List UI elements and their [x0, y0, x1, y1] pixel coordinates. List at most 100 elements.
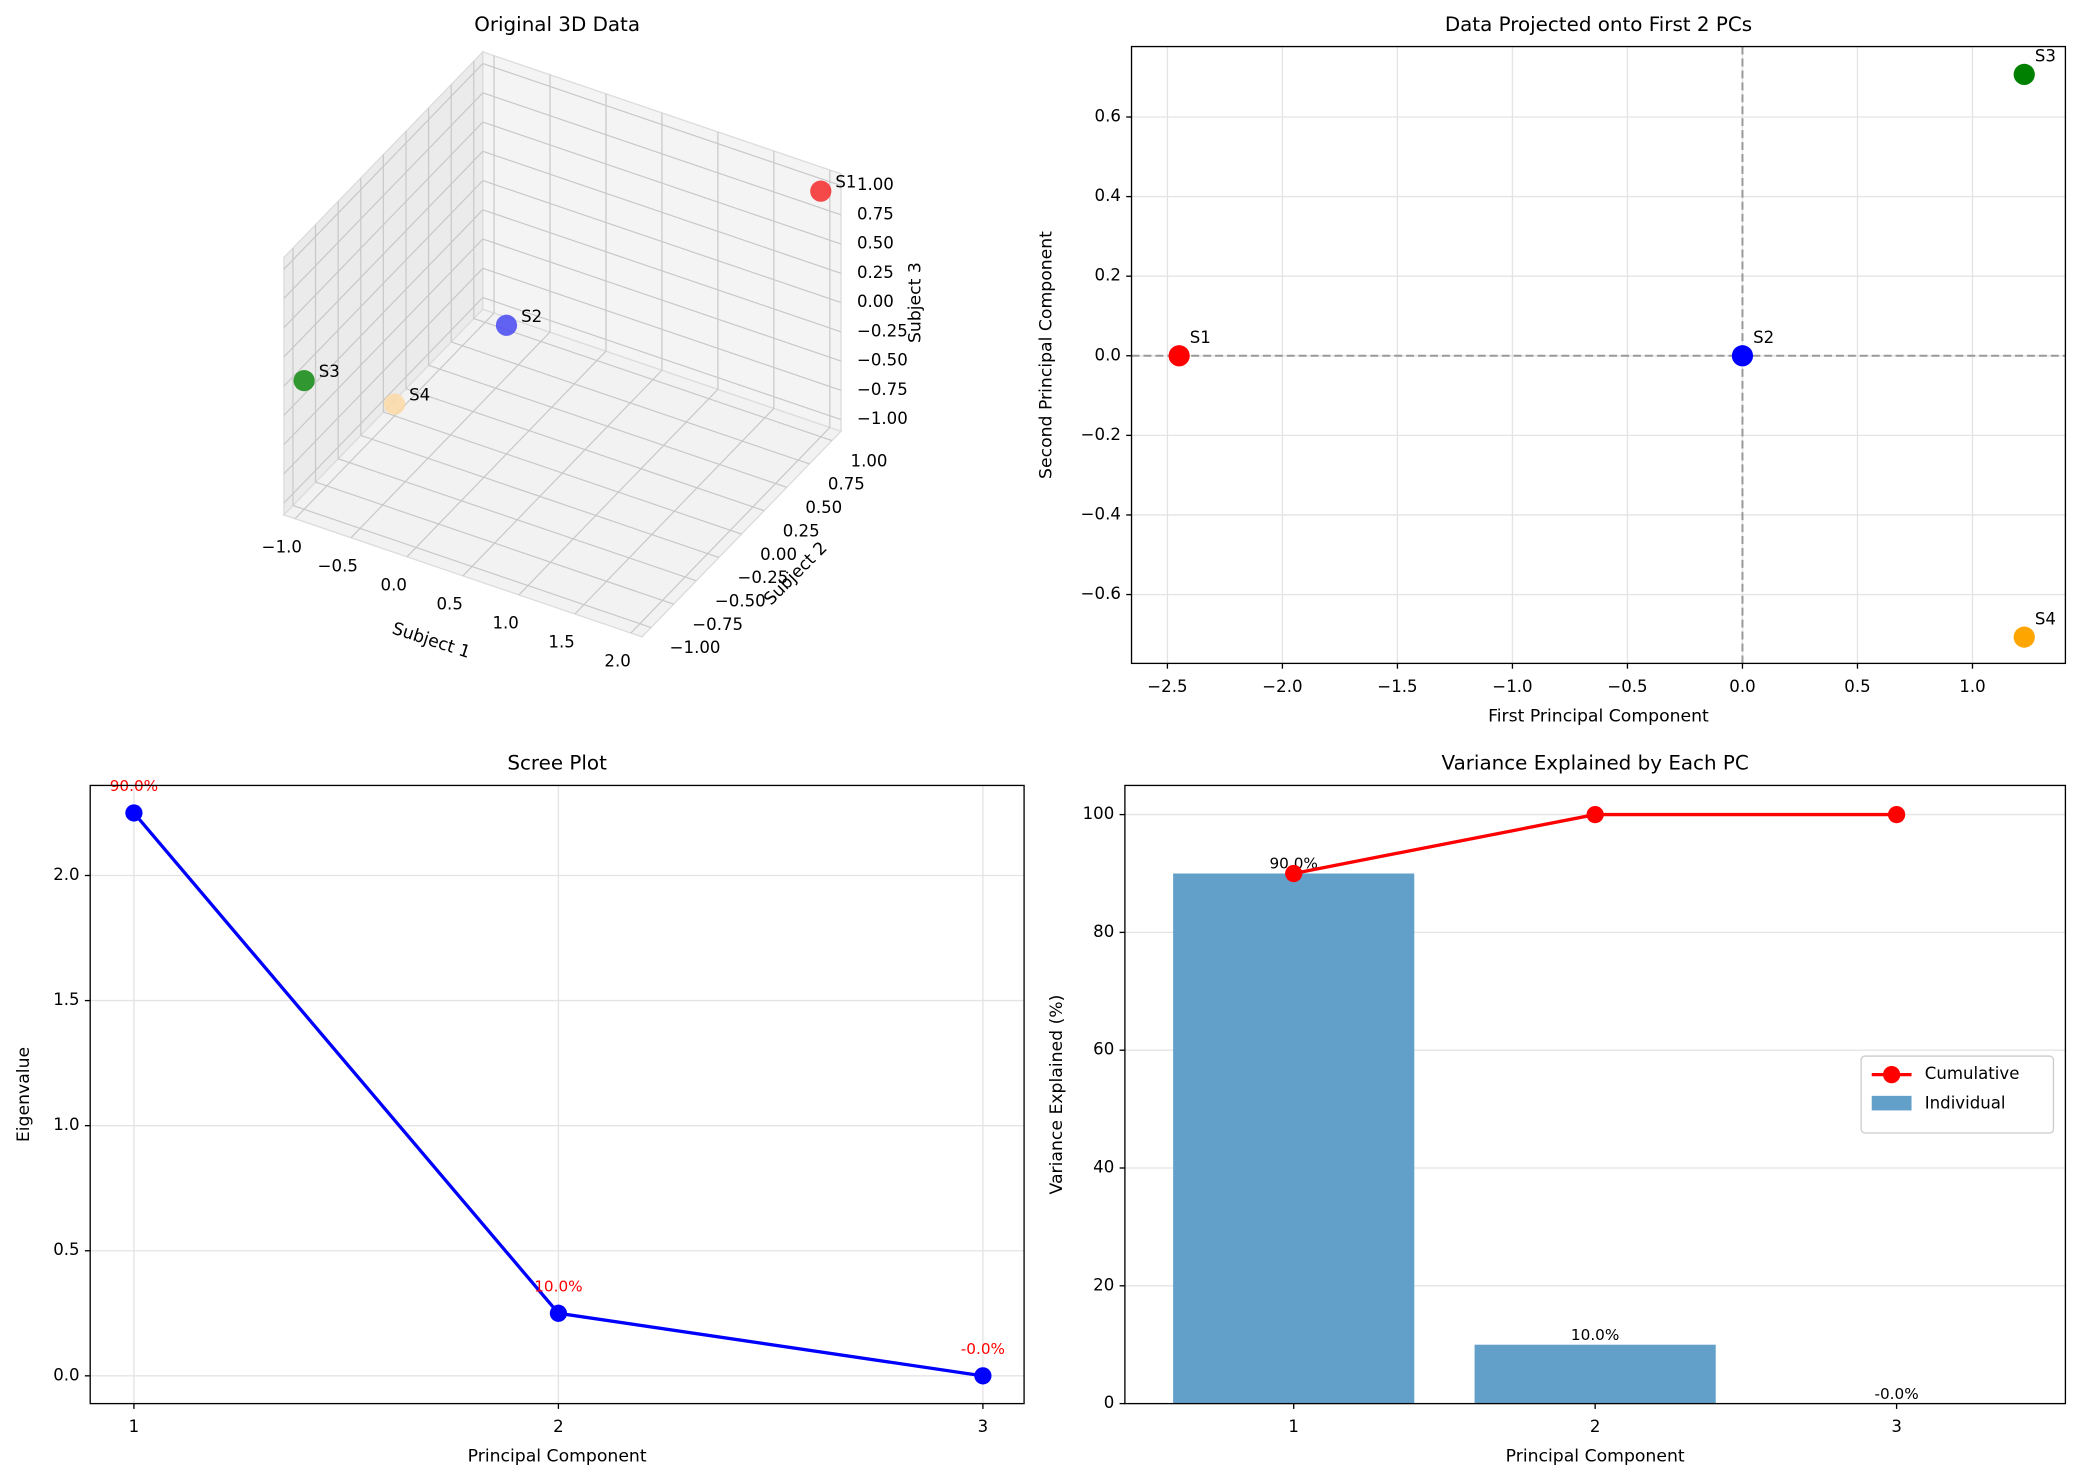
grid-line — [283, 92, 484, 299]
legend-marker — [1883, 1066, 1901, 1084]
z-tick-label: 0.50 — [857, 234, 894, 253]
point — [383, 393, 406, 415]
z-tick-label: −1.00 — [857, 409, 908, 428]
y-tick-label: −0.25 — [737, 568, 788, 587]
plot-frame — [1124, 784, 2067, 1405]
point-label: S2 — [1753, 328, 1774, 347]
bar — [1474, 1344, 1716, 1404]
x-tick-label: 0.5 — [1844, 677, 1870, 696]
point-label: S2 — [521, 307, 542, 326]
y-tick-label: 40 — [1093, 1157, 1114, 1176]
grid-line — [482, 150, 842, 274]
x-tick-label: −0.5 — [1607, 677, 1647, 696]
grid-line — [360, 434, 720, 558]
grid-line — [428, 364, 787, 488]
y-tick-label: 80 — [1093, 922, 1114, 941]
chart-title: Scree Plot — [507, 752, 607, 775]
x-tick-label: 1.5 — [548, 633, 574, 652]
y-tick-label: 0.4 — [1095, 186, 1121, 205]
percent-label: -0.0% — [961, 1340, 1005, 1358]
y-tick-label: −1.00 — [670, 638, 721, 657]
x-tick-label: 1.0 — [492, 614, 518, 633]
grid-line — [283, 180, 484, 387]
x-axis-label: Principal Component — [468, 1447, 647, 1467]
z-tick-label: −0.75 — [857, 380, 908, 399]
point — [2013, 63, 2035, 86]
y-tick-label: 0.00 — [760, 545, 797, 564]
marker — [974, 1367, 992, 1385]
grid-line — [405, 388, 765, 512]
x-tick-label: 0.0 — [381, 575, 407, 594]
point — [1168, 345, 1190, 367]
grid-line — [383, 411, 742, 535]
grid-line — [283, 267, 484, 475]
chart-title: Variance Explained by Each PC — [1442, 752, 1749, 775]
x-tick-label: −1.0 — [262, 537, 302, 556]
point — [2013, 626, 2035, 648]
point-label: S4 — [409, 386, 430, 405]
x-tick-label: 1.0 — [1959, 677, 1985, 696]
z-tick-label: 0.75 — [857, 204, 894, 223]
z-axis-label: Subject 3 — [905, 262, 925, 343]
z-tick-label: −0.25 — [857, 321, 908, 340]
bar-value-label: 90.0% — [1269, 855, 1317, 873]
grid-line — [283, 121, 484, 329]
y-tick-label: 0.2 — [1095, 266, 1121, 285]
grid-line — [292, 504, 652, 629]
y-tick-label: 0 — [1104, 1393, 1115, 1412]
z-tick-label: 0.00 — [857, 292, 894, 311]
x-axis-label: Principal Component — [1506, 1447, 1685, 1467]
grid-line — [283, 238, 484, 446]
x-tick-label: 3 — [978, 1417, 989, 1436]
chart-title: Data Projected onto First 2 PCs — [1445, 13, 1752, 36]
y-axis-label: Variance Explained (%) — [1047, 995, 1067, 1195]
y-axis-label: Second Principal Component — [1037, 231, 1057, 479]
grid-line — [482, 209, 842, 333]
x-tick-label: 3 — [1891, 1417, 1902, 1436]
grid-line — [482, 296, 842, 421]
grid-line — [482, 179, 842, 304]
percent-label: 10.0% — [534, 1277, 582, 1295]
point — [1731, 345, 1754, 367]
y-tick-label: −0.4 — [1081, 504, 1121, 523]
x-tick-label: 2.0 — [604, 652, 630, 671]
point — [810, 180, 832, 202]
legend-label: Cumulative — [1925, 1064, 2020, 1083]
x-tick-label: 2 — [553, 1417, 564, 1436]
grid-line — [283, 209, 484, 416]
y-tick-label: −0.50 — [715, 592, 766, 611]
z-tick-label: 1.00 — [857, 175, 894, 194]
grid-line — [482, 62, 842, 187]
x-tick-label: 0.5 — [437, 595, 463, 614]
point-label: S3 — [319, 362, 340, 381]
x-axis-label: First Principal Component — [1488, 706, 1709, 726]
bar-value-label: -0.0% — [1874, 1385, 1918, 1403]
y-tick-label: 2.0 — [53, 865, 79, 884]
y-tick-label: 100 — [1083, 804, 1115, 823]
x-tick-label: −1.5 — [1377, 677, 1417, 696]
bar — [1173, 873, 1415, 1404]
point-label: S1 — [1190, 328, 1211, 347]
x-tick-label: −1.0 — [1492, 677, 1532, 696]
marker — [1586, 805, 1604, 824]
plot-frame — [1130, 45, 2067, 665]
x-axis-label: Subject 1 — [390, 619, 473, 663]
y-tick-label: 0.50 — [805, 498, 842, 517]
y-axis-label: Eigenvalue — [14, 1047, 34, 1142]
y-tick-label: 0.0 — [1095, 345, 1121, 364]
grid-line — [473, 317, 833, 442]
y-tick-label: 60 — [1093, 1040, 1114, 1059]
y-tick-label: −0.75 — [692, 615, 743, 634]
grid-line — [283, 63, 484, 270]
chart-title: Original 3D Data — [474, 13, 640, 36]
point — [293, 370, 315, 392]
grid-line — [337, 458, 697, 582]
x-tick-label: 2 — [1590, 1417, 1601, 1436]
y-tick-label: 0.0 — [53, 1365, 79, 1384]
x-tick-label: 1 — [129, 1417, 140, 1436]
x-tick-label: 1 — [1288, 1417, 1299, 1436]
grid-line — [283, 297, 484, 504]
y-tick-label: −0.6 — [1081, 584, 1121, 603]
